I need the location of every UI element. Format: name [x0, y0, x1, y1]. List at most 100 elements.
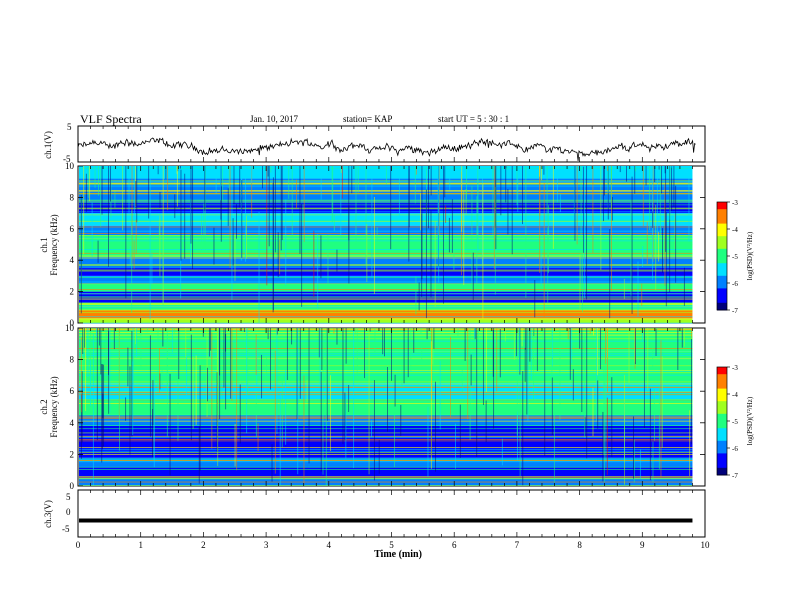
- spectrogram-streak: [167, 166, 169, 211]
- spectrogram-line: [79, 476, 693, 478]
- spectrogram-streak: [649, 166, 651, 230]
- colorbar-segment: [717, 230, 727, 234]
- spectrogram-streak: [476, 196, 478, 289]
- spectrogram-streak: [342, 328, 344, 445]
- spectrogram-streak: [464, 328, 466, 361]
- spectrogram-band: [79, 283, 693, 292]
- spectrogram-line: [79, 237, 693, 239]
- spectrogram-streak: [664, 184, 666, 286]
- spectrogram-streak: [94, 166, 96, 188]
- spectrogram-streak: [471, 185, 473, 291]
- spectrogram-streak: [655, 328, 657, 356]
- ch2-spectrogram-ticks: [77, 328, 706, 486]
- spectrogram-streak: [455, 423, 456, 469]
- spectrogram-streak: [132, 361, 134, 435]
- x-tick-label: 0: [76, 540, 81, 550]
- spectrogram-streak: [496, 328, 498, 392]
- ch1-ylabel-channel: ch.1: [39, 237, 49, 252]
- spectrogram-streak: [192, 166, 194, 270]
- spectrogram-streak: [394, 374, 396, 407]
- spectrogram-line: [79, 238, 693, 239]
- spectrogram-streak: [586, 166, 588, 300]
- spectrogram-streak: [500, 166, 502, 216]
- spectrogram-band: [79, 268, 693, 276]
- spectrogram-streak: [97, 240, 99, 263]
- spectrogram-line: [79, 338, 693, 340]
- spectrogram-streak: [331, 166, 333, 223]
- spectrogram-streak: [87, 328, 89, 378]
- spectrogram-streak: [652, 441, 654, 483]
- spectrogram-streak: [374, 328, 376, 354]
- colorbar-segment: [717, 428, 727, 431]
- spectrogram-streak: [213, 227, 215, 265]
- spectrogram-line: [79, 353, 693, 355]
- colorbar-segment: [717, 406, 727, 409]
- spectrogram-line: [79, 343, 693, 345]
- spectrogram-streak: [236, 328, 238, 471]
- spectrogram-streak: [434, 221, 436, 307]
- spectrogram-streak: [203, 203, 205, 244]
- spectrogram-line: [79, 358, 693, 360]
- spectrogram-streak: [369, 328, 371, 332]
- spectrogram-streak: [180, 169, 182, 261]
- spectrogram-streak: [658, 231, 660, 262]
- spectrogram-streak: [451, 199, 453, 253]
- spectrogram-streak: [162, 328, 164, 347]
- colorbar-segment: [717, 229, 727, 232]
- spectrogram-streak: [633, 439, 635, 483]
- spectrogram-streak: [247, 328, 249, 395]
- spectrogram-streak: [461, 366, 463, 393]
- spectrogram-streak: [233, 166, 235, 205]
- spectrogram-streak: [186, 355, 188, 396]
- spectrogram-streak: [262, 166, 263, 189]
- spectrogram-streak: [589, 328, 591, 335]
- spectrogram-streak: [153, 374, 155, 468]
- spectrogram-streak: [543, 166, 545, 175]
- ch2-freq-tick-label: 6: [70, 386, 75, 396]
- spectrogram-streak: [607, 328, 608, 392]
- spectrogram-line: [79, 328, 693, 330]
- spectrogram-streak: [691, 338, 692, 445]
- spectrogram-streak: [373, 380, 375, 481]
- spectrogram-streak: [344, 392, 346, 441]
- ch2-freq-tick-label: 8: [70, 355, 75, 365]
- spectrogram-streak: [336, 328, 338, 345]
- ch1-spectrogram-panel: 0 2 4 6 8 10 ch.1 Frequency (kHz): [39, 161, 706, 328]
- spectrogram-streak: [207, 367, 208, 402]
- spectrogram-streak: [611, 196, 613, 221]
- spectrogram-streak: [639, 449, 641, 480]
- spectrogram-streak: [82, 328, 84, 354]
- spectrogram-streak: [444, 166, 446, 198]
- spectrogram-line: [79, 233, 693, 234]
- spectrogram-line: [79, 414, 693, 416]
- colorbar-segment: [717, 202, 727, 205]
- spectrogram-streak: [390, 166, 392, 250]
- spectrogram-streak: [662, 228, 663, 273]
- spectrogram-streak: [204, 166, 206, 211]
- spectrogram-line: [79, 416, 693, 418]
- spectrogram-band: [79, 235, 693, 245]
- spectrogram-streak: [384, 328, 385, 357]
- spectrogram-streak: [430, 166, 432, 196]
- spectrogram-streak: [534, 280, 536, 318]
- spectrogram-streak: [101, 166, 103, 215]
- spectrogram-streak: [410, 328, 412, 371]
- spectrogram-streak: [357, 166, 359, 193]
- spectrogram-streak: [92, 334, 94, 486]
- spectrogram-streak: [268, 166, 270, 247]
- spectrogram-line: [79, 244, 693, 246]
- spectrogram-streak: [658, 166, 660, 170]
- spectrogram-streak: [332, 166, 334, 222]
- spectrogram-streak: [176, 166, 178, 207]
- spectrogram-streak: [229, 166, 231, 269]
- spectrogram-line: [79, 478, 693, 480]
- spectrogram-streak: [606, 397, 608, 475]
- colorbar-segment: [717, 245, 727, 248]
- spectrogram-streak: [485, 400, 487, 443]
- ch3-ytick-bottom: -5: [62, 524, 70, 534]
- spectrogram-line: [79, 185, 693, 187]
- spectrogram-streak: [285, 370, 287, 445]
- spectrogram-line: [79, 428, 693, 430]
- spectrogram-streak: [492, 166, 494, 236]
- spectrogram-streak: [683, 328, 685, 347]
